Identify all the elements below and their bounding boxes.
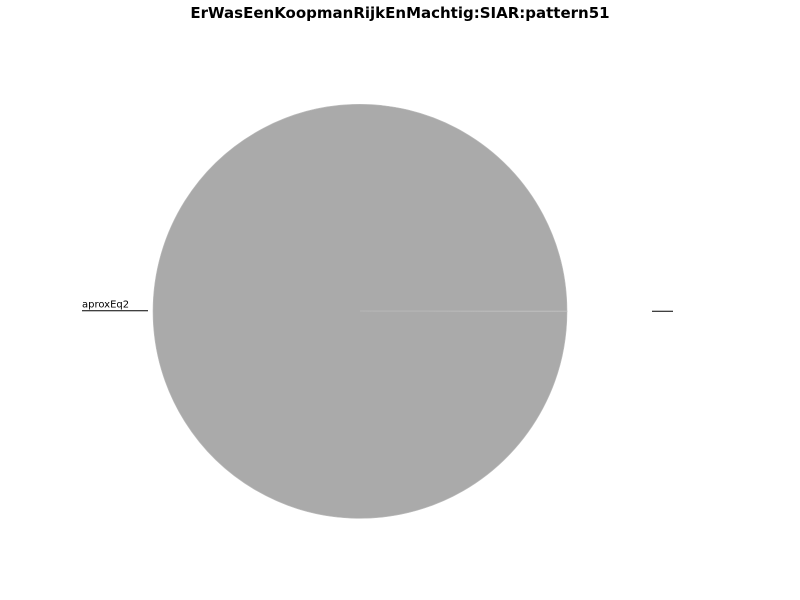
pie-slice-label-0: aproxEq2 — [82, 300, 129, 311]
pie-slice-0 — [152, 104, 568, 519]
pie-slice-1 — [359, 310, 568, 312]
pie-slices — [152, 104, 568, 519]
chart-title: ErWasEenKoopmanRijkEnMachtig:SIAR:patter… — [190, 4, 609, 22]
pie-labels: aproxEq2 — [82, 300, 673, 312]
